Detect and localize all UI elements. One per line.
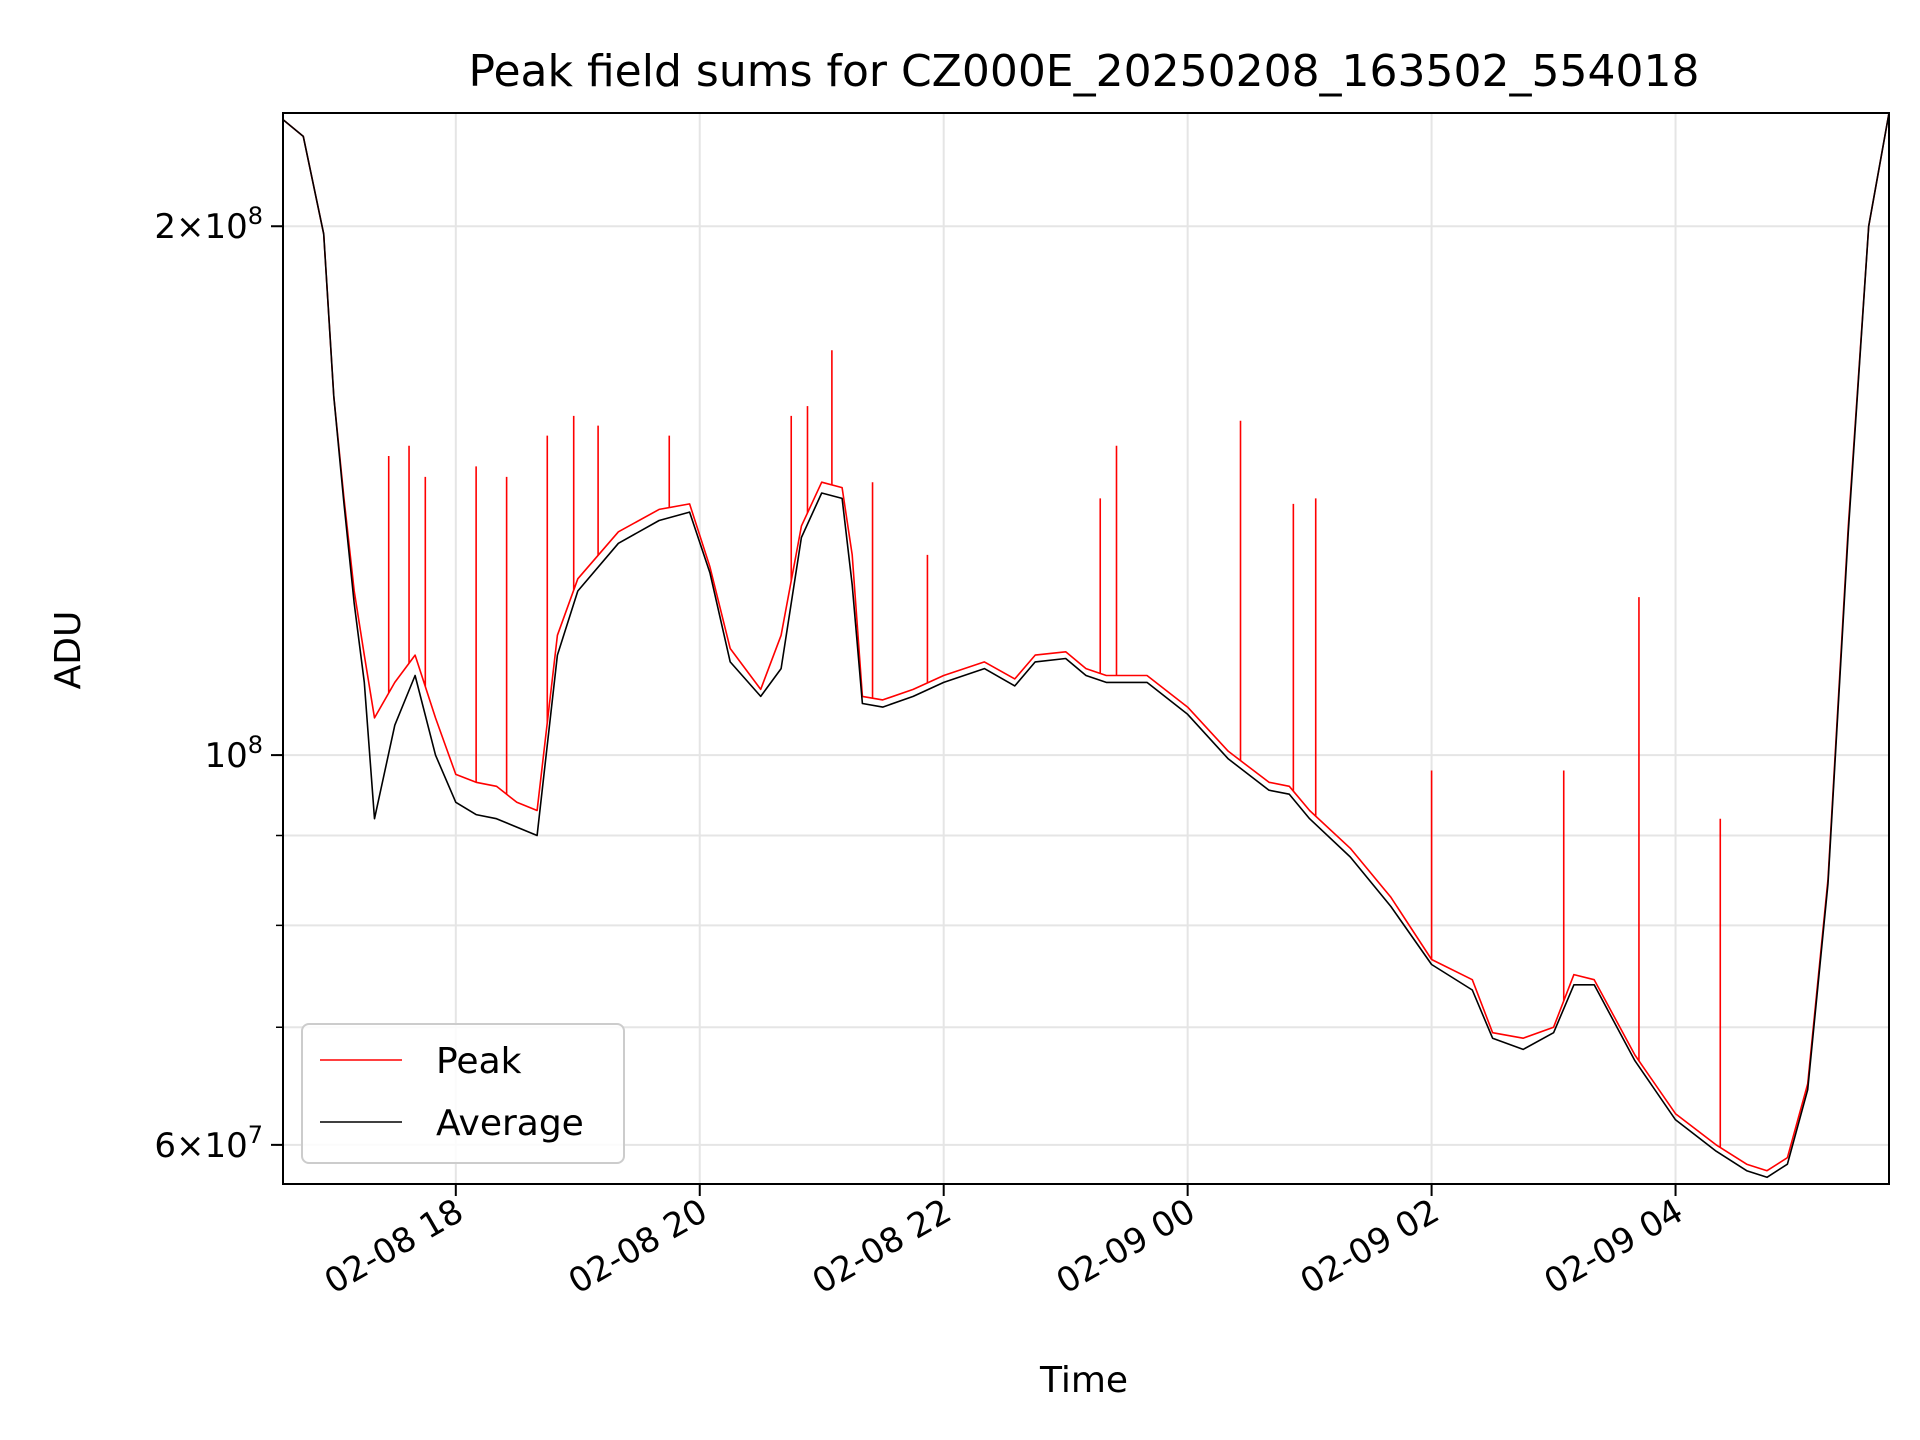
y-tick-label: 108 [204, 731, 263, 776]
x-axis-label: Time [1039, 1360, 1128, 1401]
chart-title: Peak field sums for CZ000E_20250208_1635… [469, 46, 1700, 97]
y-axis-label: ADU [48, 611, 89, 690]
y-tick-label: 6×107 [154, 1121, 263, 1166]
y-axis: 2×108 108 6×107 [154, 202, 283, 1166]
y-tick-label: 2×108 [154, 202, 263, 247]
legend-label-peak: Peak [436, 1041, 522, 1082]
legend: Peak Average [301, 1023, 625, 1164]
legend-box [301, 1023, 625, 1164]
plot-frame [282, 112, 1890, 1185]
plot-lines [282, 112, 1890, 1179]
series-line-peak [282, 112, 1890, 1172]
series-line-average [282, 112, 1890, 1179]
legend-label-average: Average [436, 1103, 584, 1144]
